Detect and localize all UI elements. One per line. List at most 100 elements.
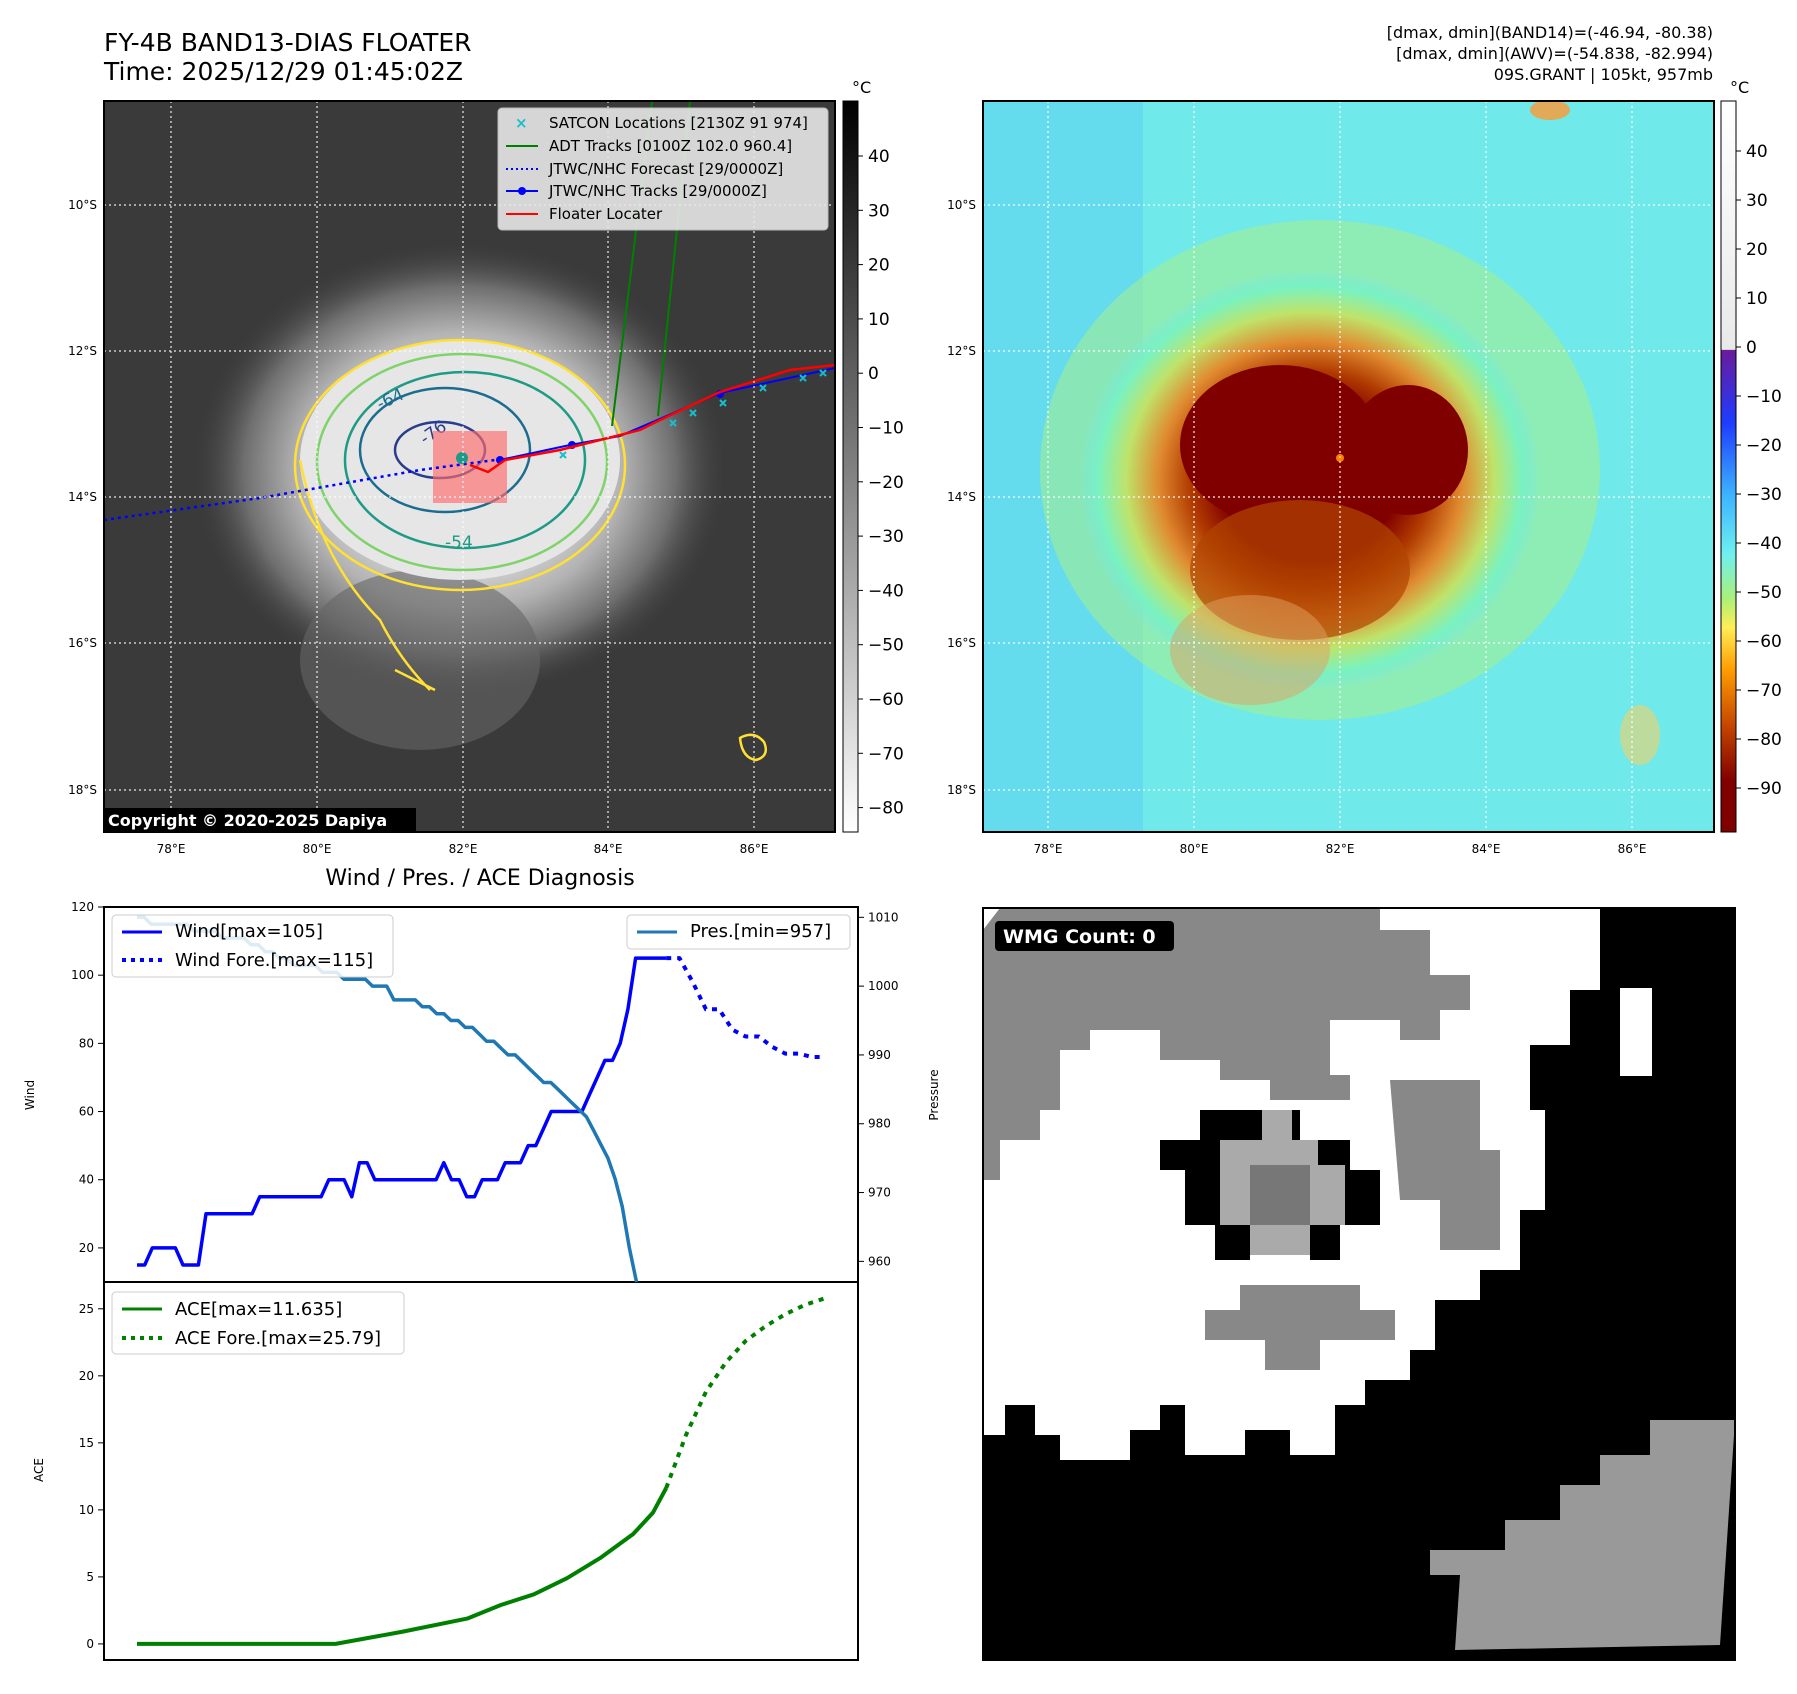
wind-tick-label: 120 [71,900,94,914]
colorbar2-ticks: 40 30 20 10 0 −10 −20 −30 −40 −50 −60 −70 −80 −90 [1736,142,1782,799]
colorbar-tick-label: 20 [1746,240,1768,260]
band13-lon-labels: 78°E 80°E 82°E 84°E 86°E [157,842,769,856]
wmg-eye-gray-1 [1262,1110,1292,1140]
colorbar2-unit: °C [1730,78,1749,97]
wmg-eye-dark [1250,1165,1310,1225]
diagnosis-lines [137,915,826,1646]
title-line-1: FY-4B BAND13-DIAS FLOATER [104,28,472,57]
colorbar-tick-label: −70 [868,744,904,764]
colorbar-tick-label: −40 [1746,534,1782,554]
title-line-2: Time: 2025/12/29 01:45:02Z [103,57,463,86]
awv-feature-ne [1530,101,1570,120]
legend-marker-satcon: × [515,114,528,132]
colorbar-tick-label: −40 [868,581,904,601]
lat-label: 16°S [68,636,97,650]
lat-label: 18°S [947,783,976,797]
wind-tick-label: 60 [79,1105,94,1119]
wmg-white-notch-2 [1500,1060,1530,1100]
wind-fore-legend-label: Wind Fore.[max=115] [175,950,373,971]
lon-label: 80°E [303,842,332,856]
colorbar-tick-label: 10 [868,310,890,330]
lon-label: 78°E [1034,842,1063,856]
colorbar2 [1720,100,1737,833]
colorbar-tick-label: −80 [1746,730,1782,750]
lat-label: 16°S [947,636,976,650]
pressure-axis-label: Pressure [927,1069,941,1120]
colorbar-tick-label: −20 [868,473,904,493]
wmg-frame [982,907,1736,1661]
pressure-tick-label: 980 [868,1117,891,1131]
pressure-tick-label: 1000 [868,979,899,993]
wmg-badge [995,921,1174,951]
colorbar-tick-label: −30 [868,527,904,547]
ace-legend: ACE[max=11.635] ACE Fore.[max=25.79] [111,1291,405,1355]
lon-label: 80°E [1180,842,1209,856]
lon-label: 82°E [1326,842,1355,856]
awv-lat-labels: 10°S 12°S 14°S 16°S 18°S [947,198,976,797]
colorbar-tick-label: −20 [1746,436,1782,456]
contour-label-54: -54 [445,533,473,553]
ace-tick-label: 20 [79,1369,94,1383]
band13-lat-labels: 10°S 12°S 14°S 16°S 18°S [68,198,97,797]
colorbar-tick-label: 20 [868,256,890,276]
copyright-text: Copyright © 2020-2025 Dapiya [108,811,387,830]
wmg-eye-gray-5 [1310,1165,1345,1225]
awv-grid [983,101,1714,832]
contour-yellow [293,338,627,592]
ace-legend-label: ACE[max=11.635] [175,1299,342,1320]
stats-line-1: [dmax, dmin](BAND14)=(-46.94, -80.38) [1387,23,1713,42]
legend-floater: Floater Locater [549,205,663,223]
awv-panel [983,101,1714,832]
contour-island [738,733,767,762]
jtwc-forecast-line [104,458,496,522]
pres-legend-label: Pres.[min=957] [690,921,831,942]
map-legend: × SATCON Locations [2130Z 91 974] ADT Tr… [497,107,829,231]
awv-lon-labels: 78°E 80°E 82°E 84°E 86°E [1034,842,1647,856]
colorbar-tick-label: −70 [1746,681,1782,701]
lat-label: 18°S [68,783,97,797]
colorbar-tick-label: 0 [1746,338,1757,358]
colorbar-tick-label: −10 [868,419,904,439]
wind-tick-label: 100 [71,968,94,982]
diagnosis-ticks: 1201008060402010101000990980970960252015… [71,900,898,1651]
lon-label: 78°E [157,842,186,856]
colorbar-tick-label: −80 [868,799,904,819]
ace-line [137,1487,668,1646]
pres-legend: Pres.[min=957] [626,914,851,950]
wind-forecast-line [666,956,825,1059]
wind-tick-label: 20 [79,1241,94,1255]
wmg-gray-center [1205,1285,1395,1370]
ace-tick-label: 0 [86,1637,94,1651]
wmg-white-notch [1620,988,1652,1076]
colorbar-tick-label: −90 [1746,779,1782,799]
ace-forecast-line [664,1296,826,1489]
colorbar-tick-label: 10 [1746,289,1768,309]
colorbar-tick-label: −10 [1746,387,1782,407]
legend-marker-tracks-dot [518,187,526,195]
cloud-shield-spiral [300,570,540,750]
lon-label: 82°E [449,842,478,856]
pressure-tick-label: 1010 [868,910,899,924]
wmg-gray-north [983,908,1470,1180]
stats-line-2: [dmax, dmin](AWV)=(-54.838, -82.994) [1396,44,1713,63]
ace-legend-box [111,1291,405,1355]
wmg-gray-east [1390,1080,1500,1250]
pressure-tick-label: 970 [868,1186,891,1200]
lat-label: 12°S [947,344,976,358]
lat-label: 10°S [947,198,976,212]
pressure-tick-label: 990 [868,1048,891,1062]
lat-label: 14°S [68,490,97,504]
legend-satcon: SATCON Locations [2130Z 91 974] [549,114,808,132]
awv-core-west [1180,365,1380,525]
diagnosis-title: Wind / Pres. / ACE Diagnosis [325,866,634,891]
lon-label: 84°E [1472,842,1501,856]
wind-tick-label: 40 [79,1173,94,1187]
eye-marker [456,452,468,464]
colorbar-tick-label: −60 [1746,632,1782,652]
wind-legend: Wind[max=105] Wind Fore.[max=115] [111,914,394,978]
awv-spiral-arm [1170,595,1330,705]
ace-tick-label: 15 [79,1436,94,1450]
wmg-eye-gray-4 [1250,1225,1310,1255]
contour-outer-band [298,459,436,692]
